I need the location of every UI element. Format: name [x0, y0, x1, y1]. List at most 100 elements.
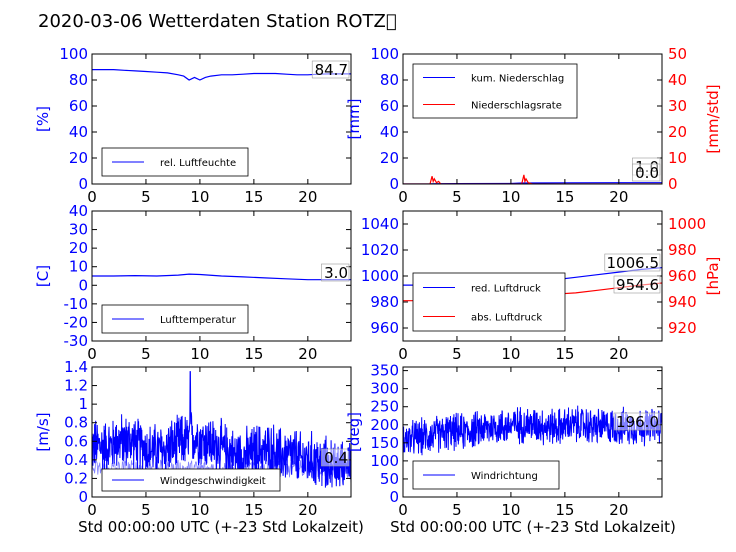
plot-area-temperature: [92, 273, 351, 281]
x-tick-label: 15: [555, 345, 574, 363]
y-tick-label: 0: [78, 488, 88, 506]
x-tick-label: 5: [452, 501, 462, 519]
legend-box: [101, 468, 281, 492]
y-tick-label: 1020: [361, 241, 399, 259]
x-tick-label: 10: [190, 345, 209, 363]
legend-pressure: red. Luftdruck abs. Luftdruck: [412, 272, 566, 332]
legend-label: Niederschlagsrate: [471, 101, 562, 112]
axes-frame-winddir: [402, 366, 663, 498]
y-tick-label: -30: [64, 332, 89, 350]
legend-winddir: Windrichtung: [412, 460, 560, 490]
x-tick-label: 0: [87, 345, 97, 363]
panel-windspeed: 0 5 10 15 2000.20.40.60.811.21.4[m/s]Windges…: [34, 358, 352, 519]
legend-box: [412, 272, 566, 332]
legend-windspeed: Windgeschwindigkeit: [101, 468, 281, 492]
y-tick-label: 300: [370, 380, 399, 398]
y-tick-label: 40: [69, 202, 88, 220]
y-tick-label: 20: [69, 239, 88, 257]
y-tick-label: 60: [69, 97, 88, 115]
x-tick-label: 20: [298, 501, 317, 519]
y-tick-label: 80: [380, 71, 399, 89]
value-annotation: 196.0: [616, 413, 659, 431]
figure-title: 2020-03-06 Wetterdaten Station ROTZ : [38, 11, 397, 32]
series-line-precipitation-1: [403, 174, 662, 184]
x-tick-label: 15: [244, 501, 263, 519]
y-tick-label: 100: [59, 45, 88, 63]
plot-area-winddir: [403, 405, 662, 456]
y-tick-label: 20: [69, 149, 88, 167]
y-tick-label: 0.2: [64, 469, 88, 487]
x-tick-label: 20: [609, 501, 628, 519]
y-tick-label: 40: [380, 123, 399, 141]
y-tick-label: 40: [69, 123, 88, 141]
y-tick-label: 1040: [361, 215, 399, 233]
y-tick-label: -20: [64, 313, 89, 331]
axes-frame-humidity: [91, 53, 352, 185]
panel-pressure: 0 5 10 15 20 960 980 1000 1020 1040 920 940 960 980 10…: [361, 210, 722, 363]
x-tick-label: 10: [501, 501, 520, 519]
y-tick-label: 200: [370, 416, 399, 434]
annotation-box: [632, 163, 661, 182]
y-right-tick-label: 960: [668, 267, 697, 285]
y-right-tick-label: 20: [668, 123, 687, 141]
y-right-tick-label: 30: [668, 97, 687, 115]
y-right-tick-label: 920: [668, 319, 697, 337]
value-annotation: 84.7: [315, 61, 348, 79]
y-right-tick-label: 10: [668, 149, 687, 167]
y-tick-label: 0: [389, 488, 399, 506]
legend-label: kum. Niederschlag: [471, 74, 564, 85]
axes-frame-windspeed: [91, 366, 352, 498]
y-right-tick-label: 980: [668, 241, 697, 259]
x-tick-label: 15: [244, 345, 263, 363]
y-right-tick-label: 50: [668, 45, 687, 63]
annotation-box: [604, 253, 661, 272]
x-tick-label: 10: [501, 188, 520, 206]
annotation-box: [613, 275, 661, 294]
value-annotation: 3.0: [324, 264, 348, 282]
annotation-box: [321, 263, 350, 282]
plot-area-precipitation: [403, 174, 662, 184]
y-tick-label: 980: [370, 293, 399, 311]
value-annotation: 0.0: [635, 164, 659, 182]
x-tick-label: 0: [398, 345, 408, 363]
y-tick-label: 960: [370, 319, 399, 337]
y-right-tick-label: 0: [668, 175, 678, 193]
axes-frame-temperature: [91, 210, 352, 342]
y-right-tick-label: 1000: [668, 215, 706, 233]
y-tick-label: 0: [78, 276, 88, 294]
x-tick-label: 20: [609, 345, 628, 363]
legend-label: red. Luftdruck: [471, 284, 541, 295]
panel-humidity: 0 5 10 15 20 0 20 40 60 80 100 [%] rel. Luftfeuchte 8…: [34, 45, 352, 206]
y-tick-label: 100: [370, 45, 399, 63]
x-axis-label-left: Std 00:00:00 UTC (+-23 Std Lokalzeit): [78, 518, 364, 536]
y-tick-label: 100: [370, 452, 399, 470]
value-annotation: 0.4: [324, 449, 348, 467]
legend-box: [412, 63, 578, 119]
panel-winddir: 0 5 10 15 20050100150200250300350[deg]Windri…: [345, 362, 663, 519]
plot-area-humidity: [92, 68, 351, 81]
y-tick-label: 0.4: [64, 451, 88, 469]
y-axis-label: [deg]: [345, 412, 363, 452]
y-tick-label: 50: [380, 470, 399, 488]
axes-frame-precipitation: [402, 53, 663, 185]
y-tick-label: 20: [380, 149, 399, 167]
legend-label: rel. Luftfeuchte: [160, 158, 236, 169]
y-tick-label: 60: [380, 97, 399, 115]
x-tick-label: 10: [501, 345, 520, 363]
y-axis-label: [%]: [34, 106, 52, 132]
x-tick-label: 20: [609, 188, 628, 206]
legend-label: abs. Luftdruck: [471, 313, 542, 324]
annotation-box: [321, 448, 350, 467]
legend-label: Windrichtung: [471, 471, 538, 482]
y-right-tick-label: 40: [668, 71, 687, 89]
panel-precipitation: 0 5 10 15 20 0 20 40 60 80 100 0 10 20 30 40 50 [mm] [mm/s…: [345, 45, 722, 206]
x-tick-label: 0: [398, 188, 408, 206]
y-axis-label: [m/s]: [34, 412, 52, 451]
x-tick-label: 0: [398, 501, 408, 519]
y-tick-label: 0.8: [64, 414, 88, 432]
x-axis-label-right: Std 00:00:00 UTC (+-23 Std Lokalzeit): [390, 518, 676, 536]
x-tick-label: 15: [244, 188, 263, 206]
annotation-box: [613, 412, 661, 431]
y-tick-label: 150: [370, 434, 399, 452]
y-right-tick-label: 940: [668, 293, 697, 311]
